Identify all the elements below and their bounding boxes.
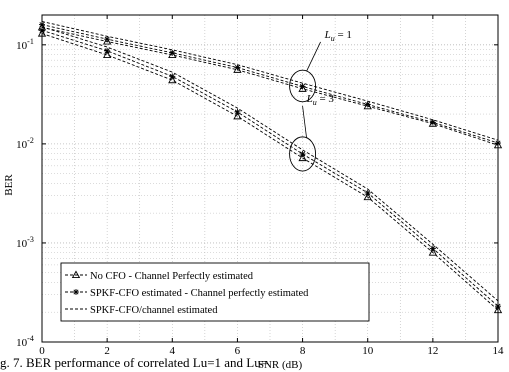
- star-stroke: [169, 50, 175, 56]
- star-marker: [299, 83, 306, 90]
- y-tick-exponent: -4: [27, 334, 34, 343]
- series-line: [37, 28, 503, 314]
- annotation-ellipse: [289, 136, 317, 172]
- star-stroke: [234, 109, 240, 115]
- legend-entry: No CFO - Channel Perfectly estimated: [65, 270, 254, 282]
- annotation-leader: [306, 41, 321, 72]
- legend: No CFO - Channel Perfectly estimated SPKF…: [60, 262, 370, 322]
- triangle-marker: [102, 50, 112, 59]
- star-marker: [364, 101, 371, 108]
- star-stroke: [104, 48, 110, 54]
- star-marker: [429, 119, 436, 126]
- star-stroke: [430, 245, 436, 251]
- star-stroke: [430, 119, 436, 125]
- star-marker: [364, 189, 371, 196]
- star-stroke: [234, 65, 240, 71]
- annotation-subscript: u: [313, 98, 317, 107]
- series-line: [39, 21, 501, 147]
- legend-entry: SPKF-CFO/channel estimated: [65, 305, 218, 316]
- star-marker: [104, 47, 111, 54]
- star-stroke: [365, 101, 371, 107]
- figure-caption: g. 7. BER performance of correlated Lu=1…: [0, 355, 269, 370]
- series-path: [41, 33, 499, 311]
- series-path: [41, 29, 499, 307]
- annotation-label: Lu = 1: [324, 29, 352, 43]
- y-tick-exponent: -3: [27, 235, 34, 244]
- series-line: [41, 26, 499, 302]
- annotation-subscript: u: [331, 34, 335, 43]
- legend-label: SPKF-CFO/channel estimated: [90, 305, 218, 316]
- x-tick-label: 8: [300, 345, 306, 357]
- x-tick-label: 14: [493, 345, 505, 357]
- star-stroke: [73, 289, 79, 295]
- y-tick-exponent: -1: [27, 37, 34, 46]
- star-marker: [169, 73, 176, 80]
- star-marker: [234, 64, 241, 71]
- series-line: [39, 27, 501, 310]
- star-marker: [104, 36, 111, 43]
- y-tick-label: 10-2: [16, 136, 34, 151]
- triangle-marker: [298, 153, 307, 162]
- annotation-rest: = 3: [317, 93, 335, 105]
- triangle-marker: [363, 192, 372, 201]
- plot-frame: [41, 14, 499, 343]
- x-tick-label: 10: [362, 345, 374, 357]
- star-marker: [169, 49, 176, 56]
- series-path: [41, 24, 499, 144]
- x-tick-label: 2: [104, 345, 110, 357]
- series-path: [41, 26, 499, 146]
- tick-layer: 0 2 4 6 8 10 12 14 10-4 10-3 10-2 10-1: [16, 15, 504, 357]
- series-layer: [37, 21, 503, 314]
- triangle-marker: [233, 111, 242, 120]
- series-path: [41, 21, 499, 141]
- series-path: [41, 26, 499, 302]
- x-tick-label: 4: [170, 345, 176, 357]
- annotation-label: Lu = 3: [306, 93, 335, 107]
- annotation-ellipse: [289, 69, 317, 103]
- star-marker: [73, 289, 79, 295]
- legend-label: No CFO - Channel Perfectly estimated: [90, 271, 254, 282]
- annotation-rest: = 1: [335, 29, 352, 41]
- y-tick-label: 10-3: [16, 235, 34, 250]
- x-axis-label: SNR (dB): [258, 359, 303, 371]
- star-stroke: [104, 36, 110, 42]
- y-axis-label: BER: [3, 174, 15, 196]
- series-line: [41, 21, 499, 141]
- triangle-marker: [168, 75, 177, 84]
- legend-label: SPKF-CFO estimated - Channel perfectly e…: [90, 288, 309, 299]
- triangle-marker: [428, 119, 438, 127]
- annotation-layer: Lu = 1 Lu = 3: [289, 29, 352, 172]
- triangle-marker: [428, 248, 438, 256]
- star-stroke: [169, 73, 175, 79]
- triangle-marker: [71, 270, 81, 279]
- star-marker: [429, 245, 436, 252]
- x-tick-label: 0: [39, 345, 45, 357]
- star-stroke: [365, 190, 371, 196]
- star-marker: [234, 108, 241, 115]
- y-tick-label: 10-1: [16, 37, 34, 52]
- x-tick-label: 6: [235, 345, 241, 357]
- x-tick-label: 12: [427, 345, 438, 357]
- y-tick-exponent: -2: [27, 136, 34, 145]
- star-marker: [299, 151, 306, 158]
- legend-entry: SPKF-CFO estimated - Channel perfectly e…: [65, 288, 309, 299]
- legend-box: [60, 262, 370, 322]
- annotation-leader: [302, 105, 307, 138]
- star-stroke: [300, 151, 306, 157]
- y-tick-label: 10-4: [16, 334, 34, 349]
- star-stroke: [300, 83, 306, 89]
